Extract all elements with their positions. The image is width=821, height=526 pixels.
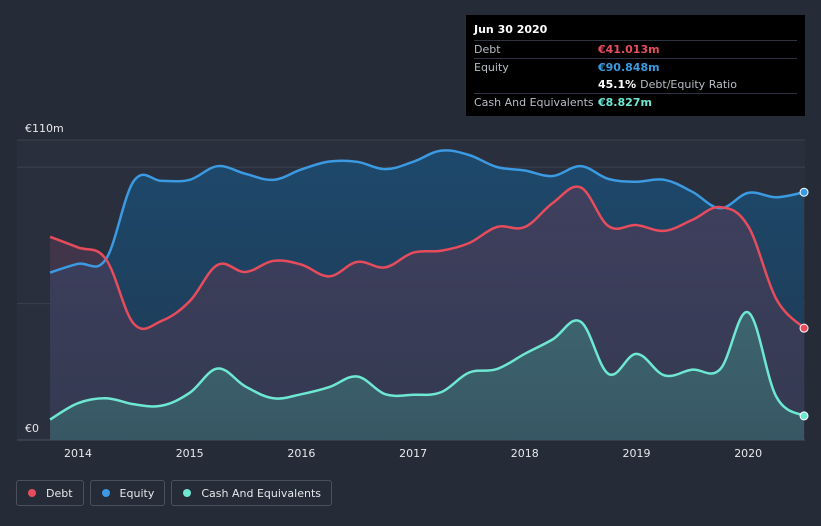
legend: Debt Equity Cash And Equivalents — [16, 480, 332, 506]
x-tick-label-2015: 2015 — [176, 447, 204, 460]
x-tick-label-2018: 2018 — [511, 447, 539, 460]
tooltip-row-ratio: 45.1% Debt/Equity Ratio — [474, 76, 797, 93]
x-tick-label-2019: 2019 — [623, 447, 651, 460]
tooltip-row-debt: Debt €41.013m — [474, 40, 797, 58]
tooltip-cash-label: Cash And Equivalents — [474, 96, 594, 109]
legend-item-equity[interactable]: Equity — [89, 480, 166, 506]
equity-endpoint-marker[interactable] — [799, 187, 809, 197]
cash-and-equivalents-area — [50, 312, 805, 440]
tooltip-equity-label: Equity — [474, 61, 509, 74]
tooltip-debt-label: Debt — [474, 43, 501, 56]
debt-endpoint-marker[interactable] — [799, 323, 809, 333]
x-tick-label-2014: 2014 — [64, 447, 92, 460]
tooltip-debt-value: €41.013m — [598, 43, 660, 56]
series-endpoints — [799, 187, 809, 421]
cash-and-equivalents-endpoint-marker[interactable] — [799, 411, 809, 421]
tooltip-ratio-label: Debt/Equity Ratio — [640, 78, 737, 91]
legend-label-debt: Debt — [46, 486, 73, 500]
x-tick-label-2017: 2017 — [399, 447, 427, 460]
series-areas — [50, 150, 805, 441]
tooltip-date: Jun 30 2020 — [474, 23, 548, 36]
tooltip-cash-value: €8.827m — [598, 96, 652, 109]
tooltip-equity-value: €90.848m — [598, 61, 660, 74]
tooltip-row-cash: Cash And Equivalents €8.827m — [474, 93, 797, 111]
y-axis-top-label: €110m — [25, 122, 64, 135]
tooltip: Jun 30 2020 Debt €41.013m Equity €90.848… — [466, 15, 805, 116]
cash-and-equivalents-line — [49, 311, 805, 421]
legend-dot-cash-icon — [183, 489, 192, 497]
legend-dot-debt-icon — [28, 489, 36, 497]
legend-item-cash[interactable]: Cash And Equivalents — [171, 480, 332, 506]
x-tick-label-2016: 2016 — [287, 447, 315, 460]
legend-label-cash: Cash And Equivalents — [201, 486, 321, 500]
y-axis-bottom-label: €0 — [25, 422, 39, 435]
debt-line — [49, 185, 805, 331]
legend-dot-equity-icon — [101, 489, 110, 497]
x-tick-label-2020: 2020 — [734, 447, 762, 460]
tooltip-ratio-value: 45.1% — [598, 78, 637, 91]
tooltip-row-equity: Equity €90.848m — [474, 58, 797, 76]
legend-item-debt[interactable]: Debt — [16, 480, 84, 506]
equity-line — [49, 149, 805, 274]
legend-label-equity: Equity — [119, 486, 155, 500]
x-axis-ticks: 2014 2015 2016 2017 2018 2019 2020 — [64, 447, 762, 460]
series-lines — [49, 149, 805, 421]
